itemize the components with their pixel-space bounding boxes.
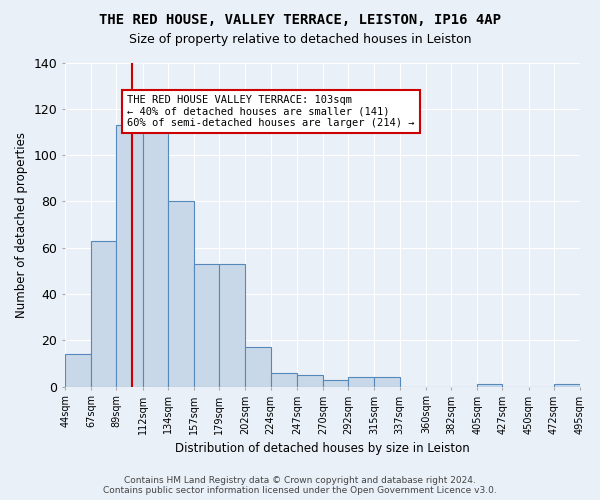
- Bar: [245, 348, 271, 387]
- Y-axis label: Number of detached properties: Number of detached properties: [15, 132, 28, 318]
- X-axis label: Distribution of detached houses by size in Leiston: Distribution of detached houses by size …: [175, 442, 470, 455]
- Bar: [143, 125, 168, 386]
- Bar: [116, 125, 143, 386]
- Bar: [554, 384, 580, 386]
- Text: Size of property relative to detached houses in Leiston: Size of property relative to detached ho…: [129, 32, 471, 46]
- Text: Contains HM Land Registry data © Crown copyright and database right 2024.
Contai: Contains HM Land Registry data © Crown c…: [103, 476, 497, 495]
- Bar: [477, 384, 502, 386]
- Bar: [271, 373, 297, 386]
- Bar: [323, 380, 348, 386]
- Bar: [194, 264, 219, 386]
- Bar: [374, 378, 400, 386]
- Bar: [168, 202, 194, 386]
- Bar: [219, 264, 245, 386]
- Bar: [65, 354, 91, 386]
- Bar: [297, 375, 323, 386]
- Text: THE RED HOUSE, VALLEY TERRACE, LEISTON, IP16 4AP: THE RED HOUSE, VALLEY TERRACE, LEISTON, …: [99, 12, 501, 26]
- Text: THE RED HOUSE VALLEY TERRACE: 103sqm
← 40% of detached houses are smaller (141)
: THE RED HOUSE VALLEY TERRACE: 103sqm ← 4…: [127, 95, 415, 128]
- Bar: [348, 378, 374, 386]
- Bar: [91, 241, 116, 386]
